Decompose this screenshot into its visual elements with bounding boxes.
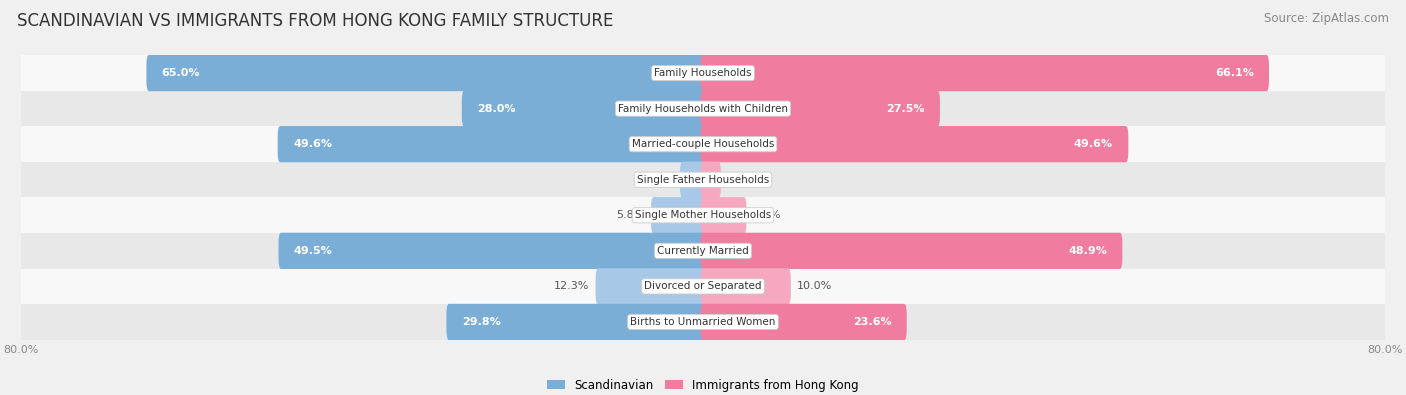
Text: 23.6%: 23.6% <box>853 317 891 327</box>
Text: Family Households: Family Households <box>654 68 752 78</box>
Text: 10.0%: 10.0% <box>797 281 832 292</box>
Bar <box>21 233 1385 269</box>
Text: Family Households with Children: Family Households with Children <box>619 103 787 114</box>
FancyBboxPatch shape <box>700 162 721 198</box>
FancyBboxPatch shape <box>596 268 706 305</box>
FancyBboxPatch shape <box>461 90 706 127</box>
Text: Single Mother Households: Single Mother Households <box>636 210 770 220</box>
Text: 49.5%: 49.5% <box>294 246 333 256</box>
Text: 27.5%: 27.5% <box>886 103 925 114</box>
Text: Single Father Households: Single Father Households <box>637 175 769 185</box>
Text: 66.1%: 66.1% <box>1215 68 1254 78</box>
Text: 28.0%: 28.0% <box>477 103 516 114</box>
Bar <box>21 91 1385 126</box>
Legend: Scandinavian, Immigrants from Hong Kong: Scandinavian, Immigrants from Hong Kong <box>543 374 863 395</box>
Text: Source: ZipAtlas.com: Source: ZipAtlas.com <box>1264 12 1389 25</box>
Text: Married-couple Households: Married-couple Households <box>631 139 775 149</box>
FancyBboxPatch shape <box>651 197 706 233</box>
FancyBboxPatch shape <box>146 55 706 91</box>
Bar <box>21 198 1385 233</box>
Text: 5.8%: 5.8% <box>617 210 645 220</box>
Text: 48.9%: 48.9% <box>1069 246 1107 256</box>
Bar <box>21 162 1385 198</box>
FancyBboxPatch shape <box>700 304 907 340</box>
Text: Divorced or Separated: Divorced or Separated <box>644 281 762 292</box>
Bar <box>21 269 1385 304</box>
FancyBboxPatch shape <box>278 233 706 269</box>
Text: 2.4%: 2.4% <box>645 175 673 185</box>
FancyBboxPatch shape <box>447 304 706 340</box>
Text: 65.0%: 65.0% <box>162 68 200 78</box>
Text: 49.6%: 49.6% <box>1074 139 1114 149</box>
FancyBboxPatch shape <box>277 126 706 162</box>
Text: 4.8%: 4.8% <box>752 210 780 220</box>
FancyBboxPatch shape <box>700 268 790 305</box>
Text: 12.3%: 12.3% <box>554 281 589 292</box>
FancyBboxPatch shape <box>700 90 941 127</box>
Text: SCANDINAVIAN VS IMMIGRANTS FROM HONG KONG FAMILY STRUCTURE: SCANDINAVIAN VS IMMIGRANTS FROM HONG KON… <box>17 12 613 30</box>
Text: 1.8%: 1.8% <box>727 175 755 185</box>
FancyBboxPatch shape <box>700 55 1270 91</box>
FancyBboxPatch shape <box>681 162 706 198</box>
Text: Births to Unmarried Women: Births to Unmarried Women <box>630 317 776 327</box>
FancyBboxPatch shape <box>700 197 747 233</box>
Bar <box>21 126 1385 162</box>
FancyBboxPatch shape <box>700 233 1122 269</box>
Text: 49.6%: 49.6% <box>292 139 332 149</box>
Text: 29.8%: 29.8% <box>461 317 501 327</box>
Text: Currently Married: Currently Married <box>657 246 749 256</box>
FancyBboxPatch shape <box>700 126 1129 162</box>
Bar <box>21 304 1385 340</box>
Bar <box>21 55 1385 91</box>
